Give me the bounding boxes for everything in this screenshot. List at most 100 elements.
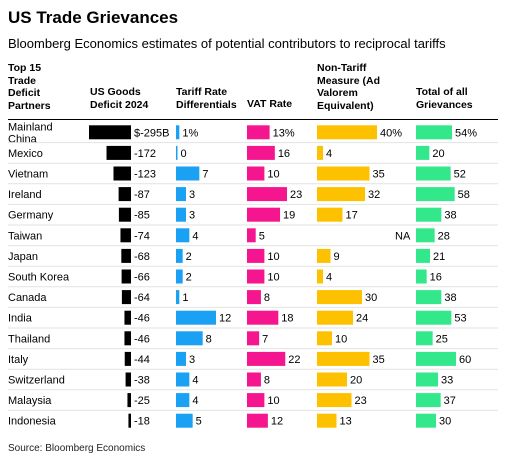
total-bar <box>416 248 430 263</box>
header-partners: Top 15 Trade Deficit Partners <box>8 62 51 112</box>
vat-value-label: 22 <box>288 354 300 366</box>
category-label: Vietnam <box>8 169 48 181</box>
deficit-value-label: -25 <box>134 395 150 407</box>
total-value-label: 38 <box>444 210 456 222</box>
deficit-bar <box>121 290 131 305</box>
total-bar <box>416 187 455 202</box>
tariff-bar <box>176 331 203 346</box>
total-bar <box>416 145 430 160</box>
vat-value-label: 10 <box>267 169 279 181</box>
chart-subtitle: Bloomberg Economics estimates of potenti… <box>8 36 446 51</box>
ntm-bar <box>317 207 343 222</box>
ntm-bar <box>317 269 323 284</box>
tariff-bar <box>176 166 200 181</box>
total-value-label: 52 <box>454 169 466 181</box>
deficit-bar <box>89 125 131 140</box>
tariff-bar <box>176 310 216 325</box>
deficit-bar <box>127 393 131 408</box>
deficit-bar <box>120 228 131 243</box>
deficit-value-label: -172 <box>134 148 156 160</box>
vat-value-label: 23 <box>290 189 302 201</box>
deficit-bar <box>118 187 131 202</box>
deficit-bar <box>121 269 131 284</box>
vat-value-label: 7 <box>262 333 268 345</box>
header-tariff: Tariff Rate Differentials <box>176 86 237 111</box>
deficit-value-label: $-295B <box>134 127 169 139</box>
tariff-value-label: 4 <box>192 230 198 242</box>
deficit-bar <box>113 166 131 181</box>
vat-value-label: 8 <box>264 375 270 387</box>
total-value-label: 33 <box>441 375 453 387</box>
total-value-label: 58 <box>458 189 470 201</box>
deficit-bar <box>128 413 131 428</box>
tariff-value-label: 12 <box>219 313 231 325</box>
ntm-bar <box>317 290 362 305</box>
category-label: Germany <box>8 210 54 222</box>
deficit-value-label: -123 <box>134 169 156 181</box>
deficit-value-label: -64 <box>134 292 150 304</box>
ntm-bar <box>317 310 353 325</box>
vat-value-label: 5 <box>259 230 265 242</box>
tariff-bar <box>176 393 190 408</box>
vat-bar <box>247 187 287 202</box>
ntm-value-label: 35 <box>373 169 385 181</box>
total-bar <box>416 125 452 140</box>
ntm-bar <box>317 187 365 202</box>
tariff-value-label: 3 <box>189 210 195 222</box>
deficit-value-label: -68 <box>134 251 150 263</box>
vat-value-label: 8 <box>264 292 270 304</box>
deficit-value-label: -44 <box>134 354 150 366</box>
ntm-value-label: 20 <box>350 375 362 387</box>
tariff-bar <box>176 125 180 140</box>
deficit-value-label: -85 <box>134 210 150 222</box>
source-note: Source: Bloomberg Economics <box>8 443 146 454</box>
ntm-bar <box>317 145 323 160</box>
tariff-bar <box>176 207 186 222</box>
deficit-value-label: -87 <box>134 189 150 201</box>
category-label: Taiwan <box>8 230 42 242</box>
deficit-bar <box>124 351 131 366</box>
ntm-bar <box>317 331 332 346</box>
vat-value-label: 12 <box>271 416 283 428</box>
vat-value-label: 16 <box>278 148 290 160</box>
vat-bar <box>247 393 265 408</box>
deficit-value-label: -46 <box>134 333 150 345</box>
total-value-label: 21 <box>433 251 445 263</box>
total-bar <box>416 228 435 243</box>
total-value-label: 16 <box>430 272 442 284</box>
tariff-value-label: 0 <box>181 148 187 160</box>
category-label: South Korea <box>8 272 70 284</box>
header-total: Total of all Grievances <box>416 86 473 111</box>
total-value-label: 60 <box>459 354 471 366</box>
tariff-value-label: 2 <box>186 272 192 284</box>
total-bar <box>416 207 442 222</box>
vat-bar <box>247 145 275 160</box>
vat-bar <box>247 228 256 243</box>
vat-value-label: 10 <box>267 272 279 284</box>
category-label: Italy <box>8 354 29 366</box>
vat-bar <box>247 290 261 305</box>
tariff-value-label: 1 <box>182 292 188 304</box>
tariff-bar <box>176 145 178 160</box>
category-label: Canada <box>8 292 47 304</box>
ntm-value-label: 23 <box>355 395 367 407</box>
tariff-value-label: 3 <box>189 189 195 201</box>
total-bar <box>416 269 427 284</box>
ntm-value-label: 13 <box>340 416 352 428</box>
total-bar <box>416 351 456 366</box>
tariff-bar <box>176 187 186 202</box>
vat-value-label: 13% <box>273 127 295 139</box>
vat-bar <box>247 207 281 222</box>
total-bar <box>416 413 436 428</box>
ntm-value-label: 10 <box>335 333 347 345</box>
deficit-bar <box>106 145 131 160</box>
category-label: India <box>8 313 33 325</box>
header-vat: VAT Rate <box>247 98 293 110</box>
tariff-bar <box>176 269 183 284</box>
total-value-label: 25 <box>436 333 448 345</box>
ntm-bar <box>317 351 370 366</box>
vat-bar <box>247 310 279 325</box>
deficit-bar <box>125 372 131 387</box>
header-deficit: US Goods Deficit 2024 <box>90 86 149 111</box>
